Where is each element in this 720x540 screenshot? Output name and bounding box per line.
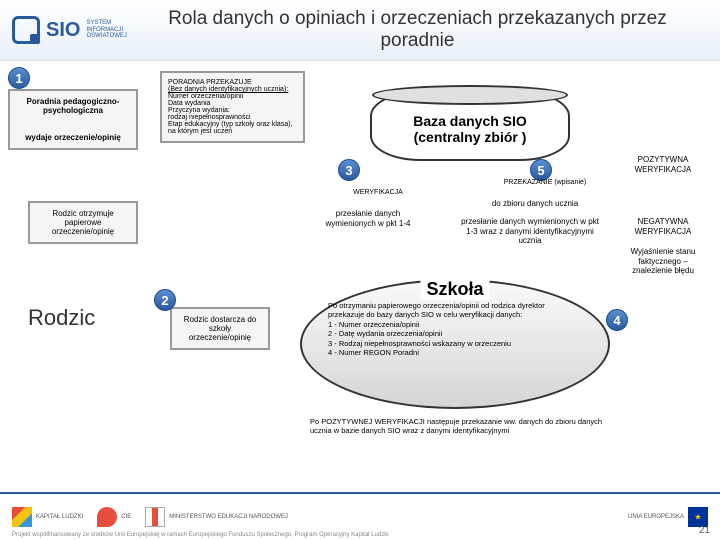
negatywna-label: NEGATYWNA WERYFIKACJA [618,217,708,236]
kl-label: KAPITAŁ LUDZKI [36,514,83,520]
przekazanie-label: PRZEKAZANIE (wpisanie) [480,179,610,187]
men-icon [145,507,165,527]
przekazuje-head: PORADNIA PRZEKAZUJE [168,79,297,86]
logo-cie: CIE [97,507,131,527]
kl-icon [12,507,32,527]
wydaje-label: wydaje orzeczenie/opinię [16,133,130,142]
men-label: MINISTERSTWO EDUKACJI NARODOWEJ [169,514,288,520]
poradnia-label: Poradnia pedagogiczno-psychologiczna [16,97,130,115]
logo-kapital-ludzki: KAPITAŁ LUDZKI [12,507,83,527]
baza-danych: Baza danych SIO (centralny zbiór ) [370,91,570,161]
szkola-box: Szkoła Po otrzymaniu papierowego orzecze… [300,279,610,409]
footer-text: Projekt współfinansowany ze środków Unii… [12,532,389,538]
box-rodzic-otrzymuje: Rodzic otrzymuje papierowe orzeczenie/op… [28,201,138,244]
rodzic-label: Rodzic [28,305,95,331]
cie-label: CIE [121,514,131,520]
eu-icon [688,507,708,527]
przekazuje-body: Numer orzeczenia/opinii Data wydania Prz… [168,93,297,135]
pozytywna-label: POZYTYWNA WERYFIKACJA [618,155,708,174]
przekazuje-sub: (Bez danych identyfikacyjnych ucznia): [168,86,297,93]
sio-label: SIO [46,19,80,42]
box-poradnia: Poradnia pedagogiczno-psychologiczna wyd… [8,89,138,150]
baza-line1: Baza danych SIO [413,113,527,129]
box-rodzic-dostarcza: Rodzic dostarcza do szkoły orzeczenie/op… [170,307,270,350]
wyjasnienie-label: Wyjaśnienie stanu faktycznego – znalezie… [618,247,708,276]
przeslanie-label: przesłanie danych wymienionych w pkt 1-4 [318,209,418,228]
page-number: 21 [699,525,710,536]
marker-1: 1 [8,67,30,89]
przeslanie2-label: przesłanie danych wymienionych w pkt 1-3… [460,217,600,246]
marker-4: 4 [606,309,628,331]
baza-line2: (centralny zbiór ) [414,129,527,145]
cie-icon [97,507,117,527]
logo-men: MINISTERSTWO EDUKACJI NARODOWEJ [145,507,288,527]
sio-logo-icon [12,16,40,44]
page-title: Rola danych o opiniach i orzeczeniach pr… [127,8,708,52]
diagram: 1 Poradnia pedagogiczno-psychologiczna w… [0,61,720,501]
marker-3: 3 [338,159,360,181]
eu-label: UNIA EUROPEJSKA [628,514,684,520]
marker-5: 5 [530,159,552,181]
box-przekazuje: PORADNIA PRZEKAZUJE (Bez danych identyfi… [160,71,305,143]
marker-2: 2 [154,289,176,311]
logo-eu: UNIA EUROPEJSKA [628,507,708,527]
sio-subtitle: SYSTEM INFORMACJI OŚWIATOWEJ [86,20,126,40]
po-pozytywnej: Po POZYTYWNEJ WERYFIKACJI następuje prze… [310,417,610,435]
szkola-title: Szkoła [420,279,489,300]
weryfikacja-label: WERYFIKACJA [338,189,418,197]
header: SIO SYSTEM INFORMACJI OŚWIATOWEJ Rola da… [0,0,720,61]
dozbioru-label: do zbioru danych ucznia [470,199,600,209]
sio-text: SIO [46,19,86,42]
